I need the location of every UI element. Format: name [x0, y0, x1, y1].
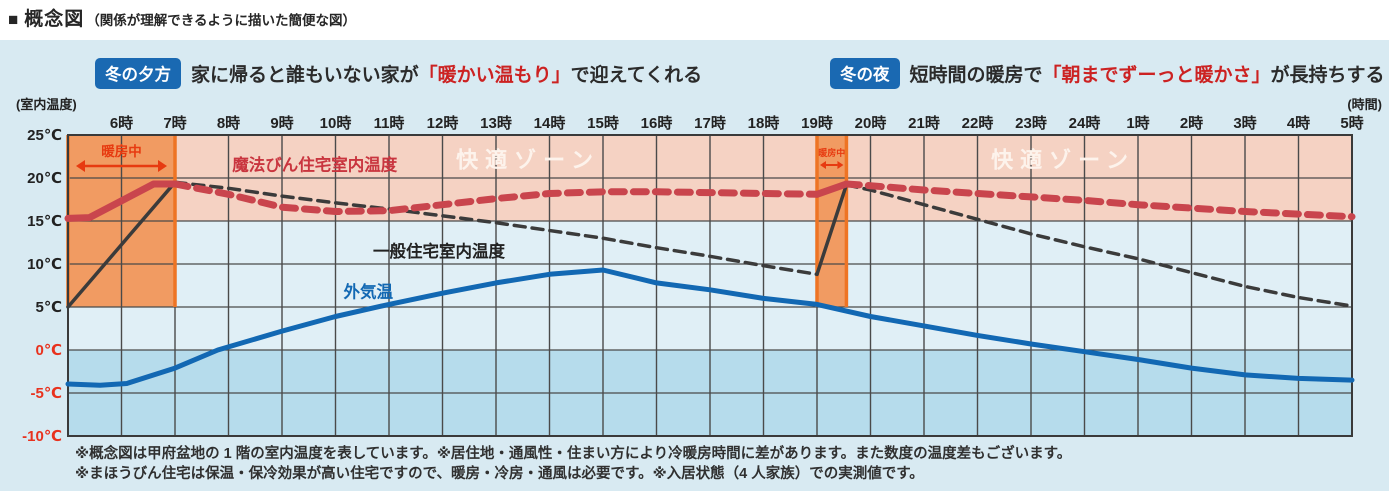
x-tick-label: 2時: [1180, 114, 1203, 132]
y-tick-label: 0℃: [35, 342, 62, 359]
callout-text-highlight: 「暖かい温もり」: [418, 65, 571, 86]
series-ippan-label: 一般住宅室内温度: [373, 241, 506, 261]
winter-night-badge: 冬の夜: [830, 58, 900, 89]
series-mahoubin-line-solid: [813, 180, 850, 198]
x-tick-label: 9時: [270, 114, 293, 132]
x-tick-label: 18時: [748, 114, 780, 132]
heating-arrow-head-right: [837, 161, 844, 169]
page-title-text: 概念図: [24, 9, 85, 30]
y-tick-label: 5℃: [35, 299, 62, 316]
callout-text-pre: 家に帰ると誰もいない家が: [191, 65, 419, 86]
x-tick-label: 20時: [855, 114, 887, 132]
series-ippan-line-dashed: [844, 183, 1354, 308]
x-tick-label: 4時: [1287, 114, 1310, 132]
series-ippan-line-solid: [815, 183, 849, 277]
x-tick-label: 3時: [1233, 114, 1256, 132]
x-tick-label: 6時: [110, 114, 133, 132]
y-tick-label: 20℃: [27, 170, 62, 187]
title-square-icon: ■: [8, 10, 19, 29]
x-tick-label: 8時: [217, 114, 240, 132]
x-tick-label: 15時: [587, 114, 619, 132]
x-tick-label: 23時: [1015, 114, 1047, 132]
x-axis-unit-label: (時間): [1347, 97, 1382, 112]
winter-evening-badge: 冬の夕方: [95, 58, 181, 89]
page-title-note: （関係が理解できるように描いた簡便な図）: [86, 13, 357, 28]
x-tick-label: 7時: [163, 114, 186, 132]
series-ippan-line-solid: [66, 180, 177, 309]
heating-arrow-head-left: [76, 160, 85, 172]
callout-winter-evening-text: 家に帰ると誰もいない家が「暖かい温もり」で迎えてくれる: [191, 60, 702, 87]
series-mahoubin-line-dashed: [842, 180, 1356, 221]
x-tick-label: 14時: [534, 114, 566, 132]
x-tick-label: 19時: [801, 114, 833, 132]
footnote-line-2: ※まほうびん住宅は保温・保冷効果が高い住宅ですので、暖房・冷房・通風は必要です。…: [75, 466, 924, 482]
callout-winter-night: 冬の夜 短時間の暖房で「朝までずーっと暖かさ」が長持ちする: [830, 58, 1385, 89]
series-gaikion-label: 外気温: [344, 282, 394, 302]
y-axis-unit-label: (室内温度): [16, 97, 77, 112]
x-tick-label: 17時: [694, 114, 726, 132]
x-tick-label: 16時: [641, 114, 673, 132]
page-title: ■ 概念図 （関係が理解できるように描いた簡便な図）: [8, 4, 356, 30]
heating-arrow-head-left: [820, 161, 826, 169]
callout-text-highlight: 「朝までずーっと暖かさ」: [1042, 65, 1271, 86]
x-tick-label: 24時: [1069, 114, 1101, 132]
y-tick-label: 25℃: [27, 127, 62, 144]
plot-frame: [67, 134, 1353, 437]
y-tick-label: -5℃: [30, 385, 62, 402]
callout-text-post: で迎えてくれる: [570, 65, 703, 86]
series-mahoubin-line-solid: [64, 180, 179, 222]
y-tick-label: 15℃: [27, 213, 62, 230]
heating-arrow-head-right: [158, 160, 167, 172]
x-tick-label: 10時: [320, 114, 352, 132]
x-tick-label: 12時: [427, 114, 459, 132]
x-tick-label: 11時: [374, 114, 405, 132]
y-tick-label: 10℃: [27, 256, 62, 273]
x-tick-label: 13時: [480, 114, 512, 132]
comfort-zone-label: 快適ゾーン: [991, 148, 1135, 173]
footnotes: ※概念図は甲府盆地の 1 階の室内温度を表しています。※居住地・通風性・住まい方…: [75, 444, 1071, 484]
series-ippan-line-dashed: [173, 180, 819, 277]
x-tick-label: 21時: [908, 114, 940, 132]
callout-winter-night-text: 短時間の暖房で「朝までずーっと暖かさ」が長持ちする: [910, 60, 1385, 87]
series-gaikion-line-solid: [65, 267, 1355, 388]
x-tick-label: 5時: [1340, 114, 1363, 132]
series-mahoubin-line-dashed: [171, 180, 821, 215]
x-tick-label: 22時: [962, 114, 994, 132]
callout-winter-evening: 冬の夕方 家に帰ると誰もいない家が「暖かい温もり」で迎えてくれる: [95, 58, 702, 89]
comfort-zone-label: 快適ゾーン: [456, 148, 600, 173]
footnote-line-1: ※概念図は甲府盆地の 1 階の室内温度を表しています。※居住地・通風性・住まい方…: [75, 446, 1072, 462]
heating-label: 暖房中: [818, 147, 845, 158]
callout-text-post: が長持ちする: [1270, 65, 1385, 86]
heating-label: 暖房中: [101, 143, 142, 159]
series-mahoubin-label: 魔法びん住宅室内温度: [232, 154, 398, 174]
callout-text-pre: 短時間の暖房で: [909, 65, 1043, 86]
y-tick-label: -10℃: [22, 428, 62, 445]
x-tick-label: 1時: [1126, 114, 1149, 132]
